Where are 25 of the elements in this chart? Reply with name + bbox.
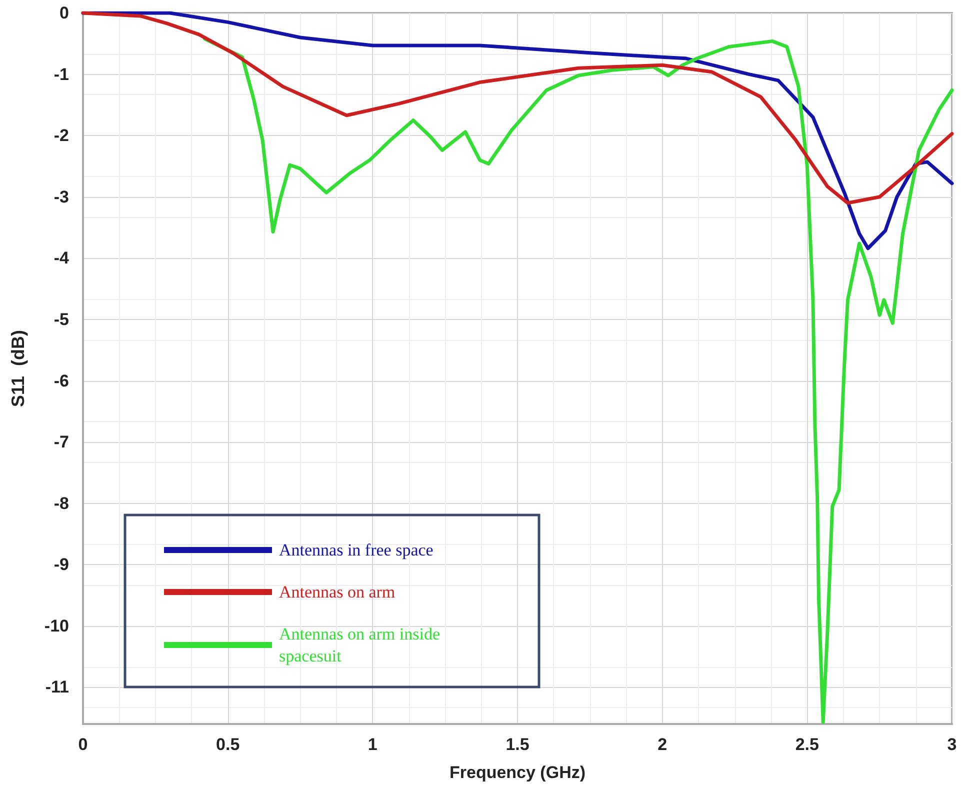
x-axis-title: Frequency (GHz) (449, 763, 586, 782)
x-tick-label: 1.5 (506, 735, 530, 754)
x-tick-label: 2 (658, 735, 668, 754)
text: Antennas on arm (279, 582, 396, 602)
y-tick-label: -1 (54, 64, 69, 84)
y-tick-label: -8 (54, 494, 69, 513)
x-tick-label: 2.5 (795, 735, 819, 754)
line-series (202, 36, 954, 724)
y-tick-label: -4 (54, 248, 70, 268)
y-tick-label: -7 (54, 432, 69, 452)
y-tick-label: -9 (54, 555, 69, 574)
x-tick-label: 0 (78, 735, 88, 754)
y-tick-label: -10 (44, 616, 69, 636)
y-tick-label: -11 (45, 678, 69, 697)
x-tick-label: 3 (947, 735, 957, 754)
text: Antennas on arm inside spacesuit (279, 624, 444, 666)
y-tick-label: -6 (54, 371, 69, 390)
y-tick-label: -3 (54, 187, 69, 206)
y-axis-title: S11 (dB) (8, 330, 28, 408)
text: Antennas in free space (279, 540, 434, 560)
y-tick-label: 0 (60, 4, 69, 22)
x-tick-label: 1 (368, 735, 378, 754)
y-tick-label: -2 (54, 126, 69, 146)
y-tick-label: -5 (54, 310, 69, 329)
x-tick-label: 0.5 (216, 735, 240, 754)
